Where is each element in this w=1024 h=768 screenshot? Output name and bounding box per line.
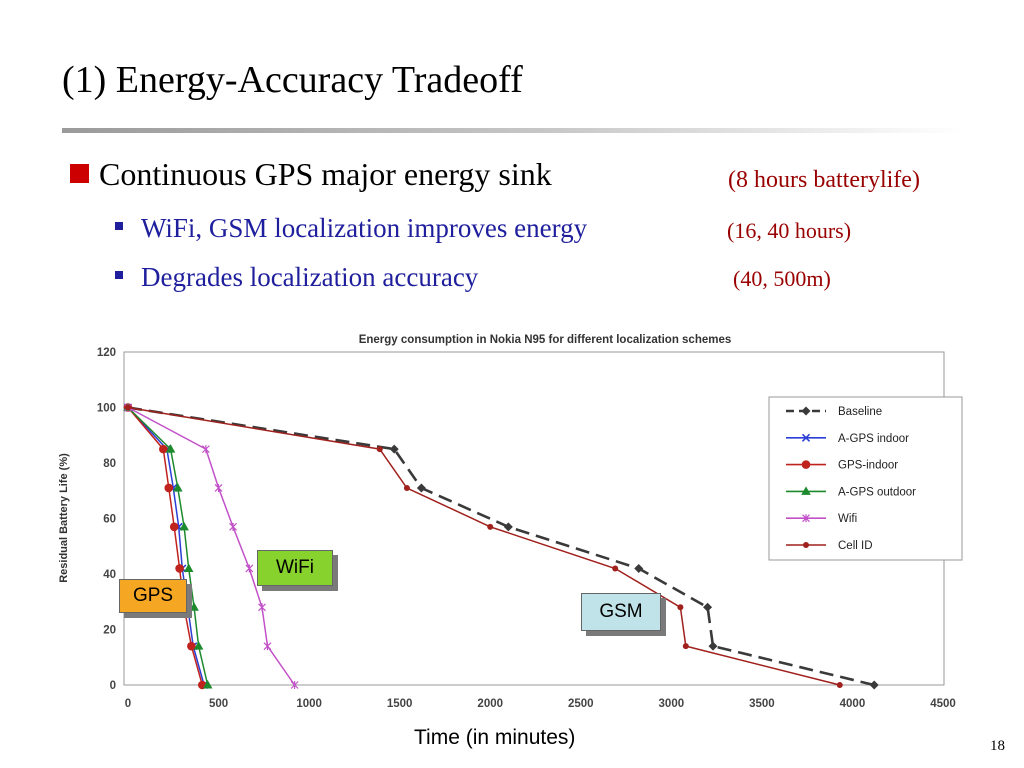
data-point	[634, 563, 644, 573]
legend-marker	[801, 433, 811, 442]
legend: Baseline A-GPS indoor GPS-indoor A-GPS outd…	[786, 406, 916, 552]
sub-bullet: WiFi, GSM localization improves energy	[115, 213, 587, 244]
sub-bullet-text: Degrades localization accuracy	[141, 262, 479, 292]
x-tick-label: 4000	[840, 698, 866, 710]
data-point	[836, 682, 843, 688]
axis-ticks: 0 500 1000 1500 2000 2500 3000 3500 4000 4500 0 20 4…	[97, 347, 956, 710]
legend-marker	[803, 542, 809, 548]
x-tick-label: 3500	[749, 698, 775, 710]
data-point	[187, 641, 196, 651]
data-point	[183, 563, 194, 572]
x-tick-label: 1500	[387, 698, 413, 710]
title-divider	[62, 128, 962, 133]
y-tick-label: 80	[103, 458, 116, 470]
data-point	[214, 483, 223, 492]
y-tick-label: 40	[103, 569, 116, 581]
legend-label: Wifi	[838, 513, 857, 525]
series-line	[127, 406, 840, 686]
x-tick-label: 3000	[659, 698, 685, 710]
data-point	[169, 522, 179, 532]
sub-bullet-square-icon	[115, 271, 123, 279]
wifi-callout: WiFi	[257, 550, 333, 586]
series-line	[127, 406, 875, 687]
sub-bullet: Degrades localization accuracy	[115, 262, 478, 293]
sub-bullet-square-icon	[115, 222, 123, 230]
series-line	[127, 406, 209, 686]
data-point	[703, 602, 713, 612]
data-point	[164, 483, 174, 493]
data-point	[682, 643, 689, 650]
gsm-callout: GSM	[581, 593, 661, 631]
page-number: 18	[990, 738, 1005, 754]
y-axis-label: Residual Battery Life (%)	[58, 453, 70, 583]
legend-box	[768, 396, 963, 561]
x-tick-label: 1000	[296, 698, 322, 710]
bullet-square-icon	[70, 164, 89, 183]
data-point	[403, 484, 410, 491]
x-axis-caption: Time (in minutes)	[414, 726, 576, 749]
y-tick-label: 100	[97, 403, 116, 415]
data-point	[376, 446, 383, 453]
y-tick-label: 20	[103, 625, 116, 637]
data-point	[193, 641, 204, 650]
main-bullet: Continuous GPS major energy sink	[70, 156, 552, 193]
data-point	[175, 564, 184, 573]
legend-label: A-GPS outdoor	[838, 486, 916, 498]
legend-label: Cell ID	[838, 540, 873, 552]
legend-label: GPS-indoor	[838, 460, 898, 472]
legend-marker	[801, 406, 811, 416]
y-tick-label: 0	[110, 680, 116, 692]
series-line	[127, 407, 204, 686]
data-point	[165, 444, 176, 453]
legend-label: Baseline	[838, 406, 882, 418]
data-point	[869, 680, 879, 690]
data-point	[263, 642, 272, 651]
data-point	[179, 521, 189, 531]
data-point	[487, 523, 494, 530]
legend-marker	[801, 460, 811, 469]
gps-callout: GPS	[119, 579, 187, 613]
x-tick-label: 2000	[477, 698, 503, 710]
sub-bullet-note: (16, 40 hours)	[727, 218, 852, 243]
y-tick-label: 120	[97, 347, 116, 359]
series-line	[127, 406, 296, 686]
data-point	[229, 522, 237, 531]
sub-bullet-note: (40, 500m)	[733, 266, 831, 291]
data-point	[258, 603, 266, 612]
data-point	[503, 522, 513, 532]
legend-label: A-GPS indoor	[838, 433, 909, 445]
data-point	[202, 680, 213, 689]
sub-bullet-text: WiFi, GSM localization improves energy	[141, 213, 588, 243]
main-bullet-note: (8 hours batterylife)	[728, 167, 920, 193]
data-point	[677, 604, 684, 611]
data-point	[125, 404, 131, 411]
main-bullet-text: Continuous GPS major energy sink	[99, 156, 552, 192]
data-point	[189, 602, 199, 611]
series-line	[127, 406, 205, 686]
x-tick-label: 0	[125, 698, 131, 710]
chart-title: Energy consumption in Nokia N95 for diff…	[359, 334, 732, 346]
y-tick-label: 60	[103, 514, 116, 526]
data-point	[201, 445, 210, 454]
data-point	[708, 641, 718, 651]
series-lines	[123, 402, 879, 690]
data-point	[245, 564, 254, 573]
slide-title: (1) Energy-Accuracy Tradeoff	[62, 59, 523, 101]
data-point	[290, 681, 299, 689]
data-point	[159, 444, 168, 454]
legend-marker	[801, 486, 811, 495]
data-point	[612, 565, 619, 572]
x-tick-label: 500	[209, 698, 228, 710]
x-tick-label: 4500	[930, 698, 956, 710]
data-point	[173, 482, 183, 492]
legend-marker	[802, 514, 810, 523]
data-point	[416, 483, 426, 493]
x-tick-label: 2500	[568, 698, 594, 710]
data-point	[389, 444, 399, 454]
